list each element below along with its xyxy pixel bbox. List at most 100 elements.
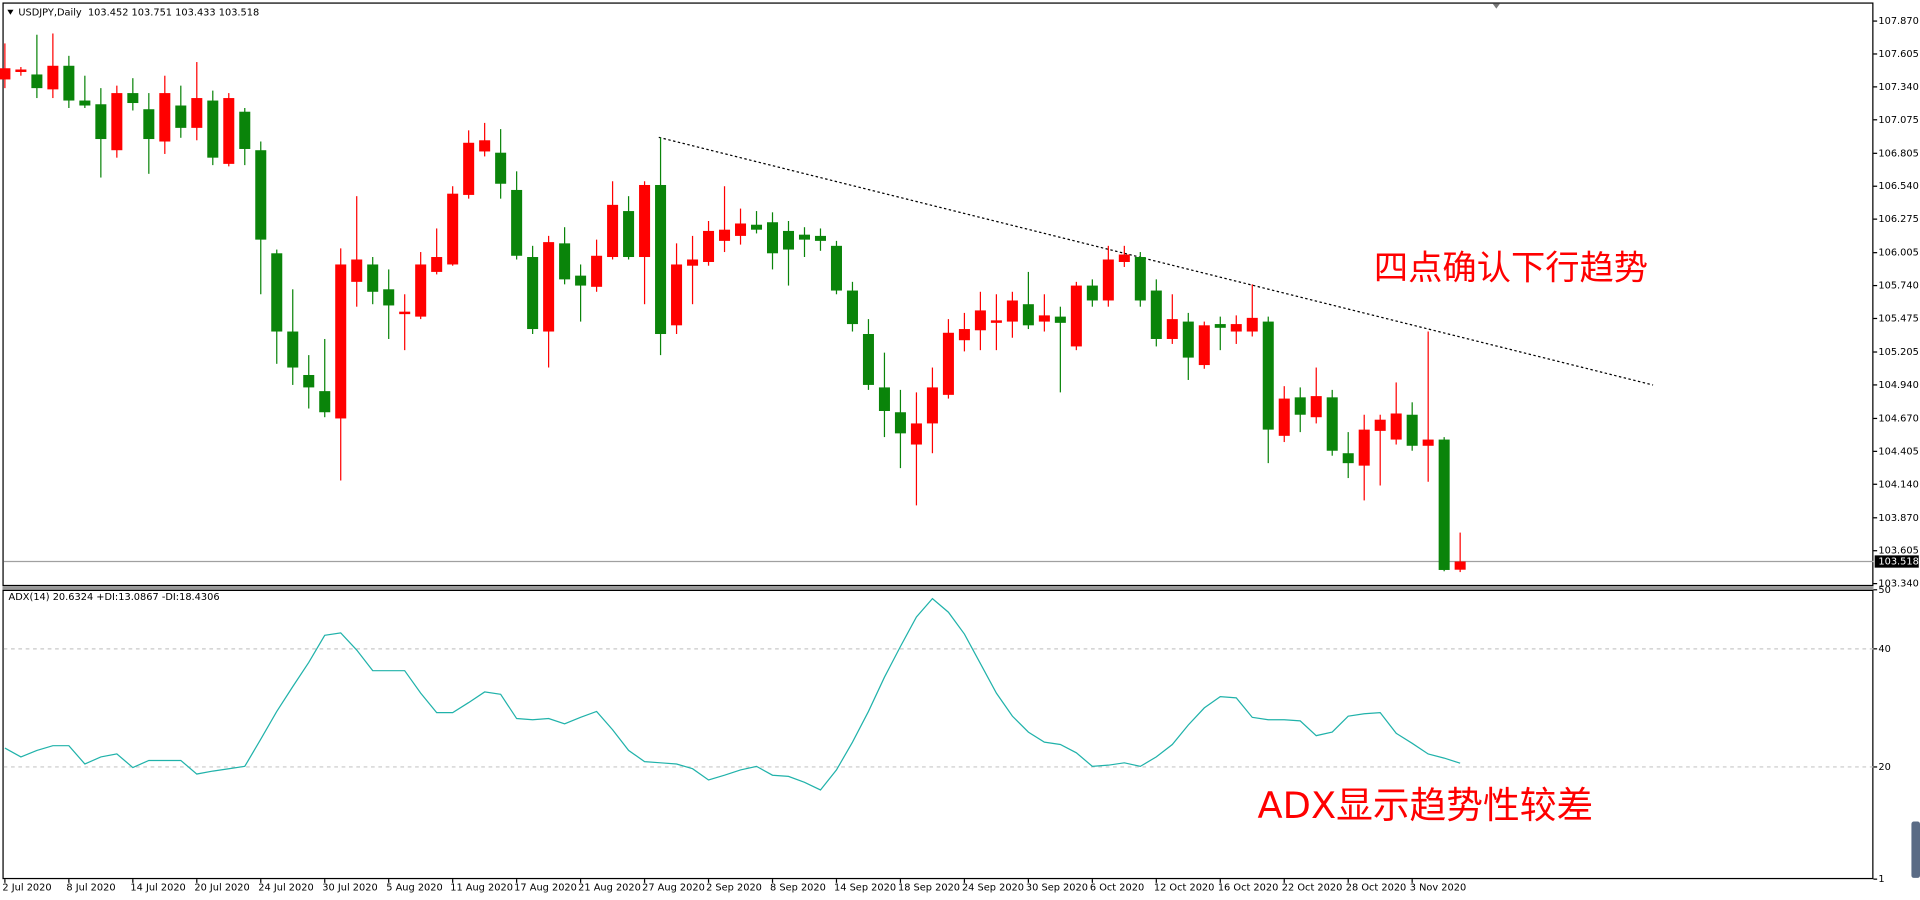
x-tick-label: 6 Oct 2020 [1090, 883, 1144, 894]
x-tick-label: 18 Sep 2020 [898, 883, 960, 894]
candle-body [1358, 429, 1370, 466]
y-tick-label: 40 [1878, 644, 1890, 655]
candle-body [0, 68, 11, 80]
x-tick-label: 24 Jul 2020 [258, 883, 313, 894]
y-tick-label: 103.870 [1878, 513, 1918, 524]
candle-body [591, 255, 603, 287]
candle-body [287, 331, 299, 368]
candle-body [159, 93, 171, 142]
y-tick-label: 106.540 [1878, 181, 1918, 192]
candle-body [1262, 321, 1274, 430]
candle-body [735, 223, 747, 236]
candle-body [1310, 396, 1322, 418]
y-tick-label: 104.140 [1878, 479, 1918, 490]
menu-arrow[interactable] [7, 9, 14, 15]
candle-body [79, 100, 91, 106]
candle-body [1070, 285, 1082, 347]
candle-body [1198, 325, 1210, 366]
candle-body [830, 245, 842, 291]
y-tick-label: 106.275 [1878, 214, 1918, 225]
candle-body [1134, 257, 1146, 301]
candle-body [1230, 324, 1242, 332]
x-tick-label: 21 Aug 2020 [578, 883, 641, 894]
side-handle[interactable] [1911, 821, 1920, 878]
x-tick-label: 30 Jul 2020 [322, 883, 377, 894]
candle-body [191, 98, 203, 128]
candle-body [766, 222, 779, 254]
candle-body [127, 93, 139, 104]
y-tick-label: 104.670 [1878, 413, 1918, 424]
trendline [658, 136, 1654, 386]
x-tick-label: 12 Oct 2020 [1154, 883, 1215, 894]
x-tick-label: 28 Oct 2020 [1346, 883, 1407, 894]
candle-body [846, 290, 858, 325]
candle-body [527, 257, 539, 330]
chart-header: USDJPY,Daily 103.452 103.751 103.433 103… [18, 7, 259, 18]
candle-body [1006, 300, 1018, 322]
candle-body [319, 391, 331, 413]
y-tick-label: 20 [1878, 762, 1890, 773]
y-tick-label: 105.740 [1878, 281, 1918, 292]
y-tick-label: 105.475 [1878, 313, 1918, 324]
price-annotation: 四点确认下行趋势 [1374, 249, 1648, 289]
candle-body [1278, 398, 1290, 436]
candle-body [814, 235, 826, 241]
candle-body [335, 264, 347, 419]
candle-body [431, 257, 443, 272]
candle-body [719, 229, 731, 241]
candle-body [447, 193, 459, 265]
x-tick-label: 11 Aug 2020 [450, 883, 513, 894]
scroll-marker [1492, 3, 1500, 9]
candle-body [543, 242, 555, 332]
adx-pane-frame [2, 589, 1874, 880]
candle-body [1438, 439, 1450, 570]
candle-body [910, 423, 922, 445]
y-tick-label: 103.340 [1878, 579, 1918, 590]
candle-body [399, 311, 411, 315]
candle-body [511, 189, 523, 256]
candle-body [383, 289, 395, 306]
candle-body [239, 111, 251, 149]
candle-body [990, 320, 1002, 323]
candle-body [575, 275, 587, 286]
candle-body [1102, 259, 1114, 301]
candle-body [415, 264, 427, 317]
x-tick-label: 24 Sep 2020 [962, 883, 1024, 894]
candle-body [1390, 413, 1402, 440]
candle-body [926, 387, 938, 424]
candle-body [47, 65, 59, 90]
x-tick-label: 27 Aug 2020 [642, 883, 705, 894]
x-tick-label: 8 Sep 2020 [770, 883, 826, 894]
x-tick-label: 22 Oct 2020 [1282, 883, 1343, 894]
candle-body [703, 230, 715, 262]
x-tick-label: 17 Aug 2020 [514, 883, 577, 894]
y-tick-label: 103.605 [1878, 546, 1918, 557]
current-price-box [1874, 555, 1919, 568]
candle-body [351, 259, 363, 282]
candle-body [1166, 319, 1178, 339]
x-tick-label: 30 Sep 2020 [1026, 883, 1088, 894]
candle-body [782, 230, 795, 250]
candle-body [1422, 439, 1434, 446]
candle-body [1118, 254, 1130, 262]
y-tick-label: 106.805 [1878, 148, 1918, 159]
adx-line [4, 597, 1461, 791]
candle-body [1406, 414, 1418, 446]
candle-body [207, 100, 219, 158]
candle-body [894, 412, 906, 434]
candle-body [463, 142, 475, 195]
candle-body [271, 253, 283, 332]
candle-body [255, 150, 267, 240]
y-tick-label: 107.340 [1878, 82, 1918, 93]
candle-body [623, 211, 635, 258]
candle-body [15, 69, 27, 72]
candle-body [687, 259, 699, 266]
candle-body [639, 184, 651, 258]
y-tick-label: 104.405 [1878, 446, 1918, 457]
candle-body [878, 387, 890, 412]
candle-body [1246, 317, 1258, 332]
current-price-label: 103.518 [1878, 557, 1918, 568]
candle-body [1150, 290, 1162, 339]
candle-body [798, 234, 810, 240]
